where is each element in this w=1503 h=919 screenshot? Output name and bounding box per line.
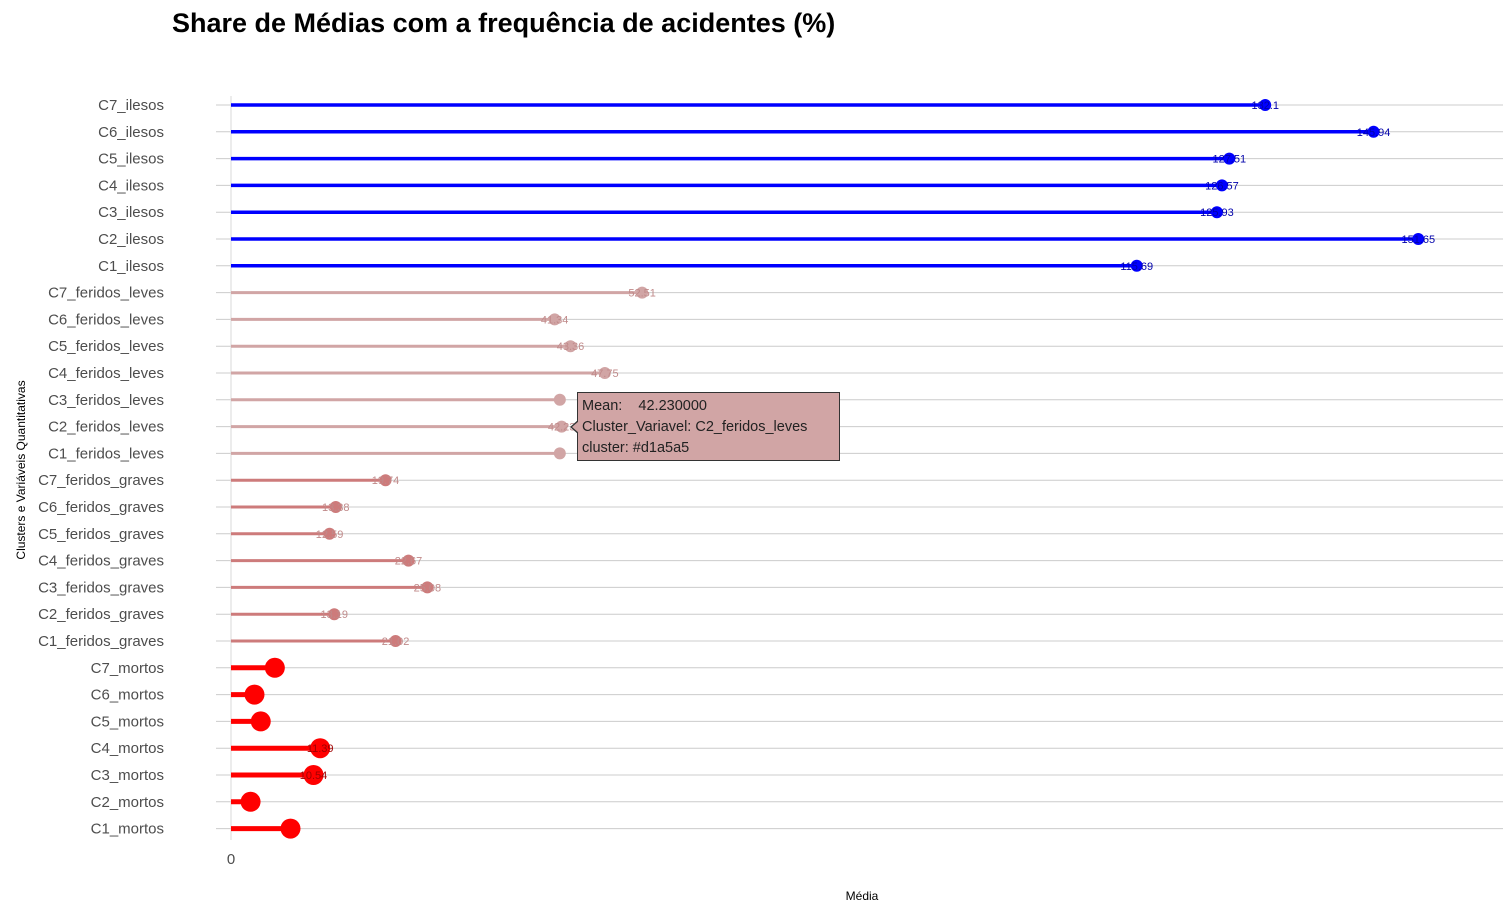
category-label: C1_ilesos <box>98 258 164 275</box>
category-label: C6_feridos_leves <box>48 311 164 328</box>
lollipop-point[interactable] <box>329 501 342 513</box>
lollipop-point[interactable] <box>264 657 285 678</box>
category-labels: C7_ilesos C6_ilesos C5_ilesos C4_ilesos C3_i… <box>38 97 164 838</box>
lollipop-point[interactable] <box>328 608 341 621</box>
lollipop-point[interactable] <box>402 554 415 567</box>
data-label: 125.93 <box>1200 207 1234 219</box>
tooltip-mean: Mean: 42.230000 <box>582 398 707 414</box>
lollipop-point[interactable] <box>1130 259 1143 272</box>
category-label: C3_feridos_graves <box>38 579 164 596</box>
lollipop-point[interactable] <box>244 684 265 705</box>
category-label: C7_mortos <box>91 660 164 677</box>
category-label: C2_mortos <box>91 794 164 811</box>
lollipop-point[interactable] <box>280 818 301 839</box>
category-label: C6_ilesos <box>98 124 164 141</box>
lollipop-point[interactable] <box>379 474 392 487</box>
lollipop-point[interactable] <box>303 765 324 785</box>
lollipop-point[interactable] <box>1259 99 1272 111</box>
data-label: 13.19 <box>321 609 349 621</box>
category-label: C4_mortos <box>91 740 164 757</box>
data-label: 21.02 <box>382 636 410 648</box>
data-label: 52.51 <box>628 288 656 300</box>
lollipop-point[interactable] <box>1223 152 1236 165</box>
data-label: 22.67 <box>395 556 423 568</box>
category-label: C4_ilesos <box>98 177 164 194</box>
category-label: C7_ilesos <box>98 97 164 114</box>
data-label: 10.54 <box>300 770 328 782</box>
lollipop-point[interactable] <box>1367 125 1380 138</box>
lollipop-point[interactable] <box>564 340 577 353</box>
lollipop-point[interactable] <box>548 313 561 326</box>
lollipop-point[interactable] <box>1412 233 1425 245</box>
category-label: C1_mortos <box>91 821 164 838</box>
x-axis-title: Média <box>846 889 879 903</box>
category-label: C4_feridos_graves <box>38 553 164 570</box>
lollipop-point[interactable] <box>1215 179 1228 192</box>
category-label: C7_feridos_graves <box>38 472 164 489</box>
category-label: C2_feridos_leves <box>48 419 164 436</box>
data-label: 115.69 <box>1120 261 1153 273</box>
lollipop-point[interactable] <box>1210 206 1223 219</box>
data-label: 25.08 <box>414 582 442 594</box>
category-label: C5_ilesos <box>98 151 164 168</box>
data-label: 41.34 <box>541 314 569 326</box>
lollipop-point[interactable] <box>598 367 611 379</box>
tooltip-cluster: cluster: #d1a5a5 <box>582 440 690 456</box>
category-label: C5_feridos_leves <box>48 338 164 355</box>
category-label: C2_feridos_graves <box>38 606 164 623</box>
data-label: 132.1 <box>1251 100 1279 112</box>
category-label: C7_feridos_leves <box>48 285 164 302</box>
lollipop-point[interactable] <box>555 420 568 433</box>
data-label: 127.51 <box>1212 154 1246 166</box>
hover-tooltip: Mean: 42.230000 Cluster_Variavel: C2_fer… <box>570 392 840 461</box>
category-label: C6_feridos_graves <box>38 499 164 516</box>
data-label: 145.94 <box>1357 127 1391 139</box>
x-tick-label: 0 <box>227 851 235 868</box>
lollipop-point[interactable] <box>250 711 271 732</box>
category-label: C4_feridos_leves <box>48 365 164 382</box>
tooltip-cluster-variavel: Cluster_Variavel: C2_feridos_leves <box>582 419 808 435</box>
data-label: 47.75 <box>591 368 619 380</box>
chart-title: Share de Médias com a frequência de acid… <box>172 8 836 38</box>
data-label: 12.59 <box>316 529 344 541</box>
bars-layer: 132.1 145.94 127.51 126.57 125.93 151.65 115.6… <box>231 99 1435 839</box>
data-label: 19.74 <box>372 475 400 487</box>
category-label: C6_mortos <box>91 687 164 704</box>
category-label: C3_mortos <box>91 767 164 784</box>
data-label: 126.57 <box>1205 180 1239 192</box>
category-label: C5_mortos <box>91 713 164 730</box>
lollipop-point[interactable] <box>553 447 566 460</box>
data-label: 42.23 <box>548 422 576 434</box>
data-label: 151.65 <box>1401 234 1435 246</box>
y-axis-title: Clusters e Variáveis Quantitativas <box>14 380 28 559</box>
category-label: C2_ilesos <box>98 231 164 248</box>
category-label: C1_feridos_leves <box>48 445 164 462</box>
data-label: 11.39 <box>307 743 334 755</box>
lollipop-point[interactable] <box>553 393 566 406</box>
lollipop-point[interactable] <box>421 581 434 594</box>
lollipop-point[interactable] <box>240 791 261 812</box>
category-label: C1_feridos_graves <box>38 633 164 650</box>
category-label: C3_ilesos <box>98 204 164 221</box>
lollipop-point[interactable] <box>323 527 336 540</box>
lollipop-point[interactable] <box>389 635 402 647</box>
lollipop-point[interactable] <box>310 738 331 759</box>
lollipop-point[interactable] <box>636 286 649 299</box>
data-label: 43.36 <box>557 341 585 353</box>
data-label: 13.38 <box>322 502 350 514</box>
category-label: C5_feridos_graves <box>38 526 164 543</box>
category-label: C3_feridos_leves <box>48 392 164 409</box>
